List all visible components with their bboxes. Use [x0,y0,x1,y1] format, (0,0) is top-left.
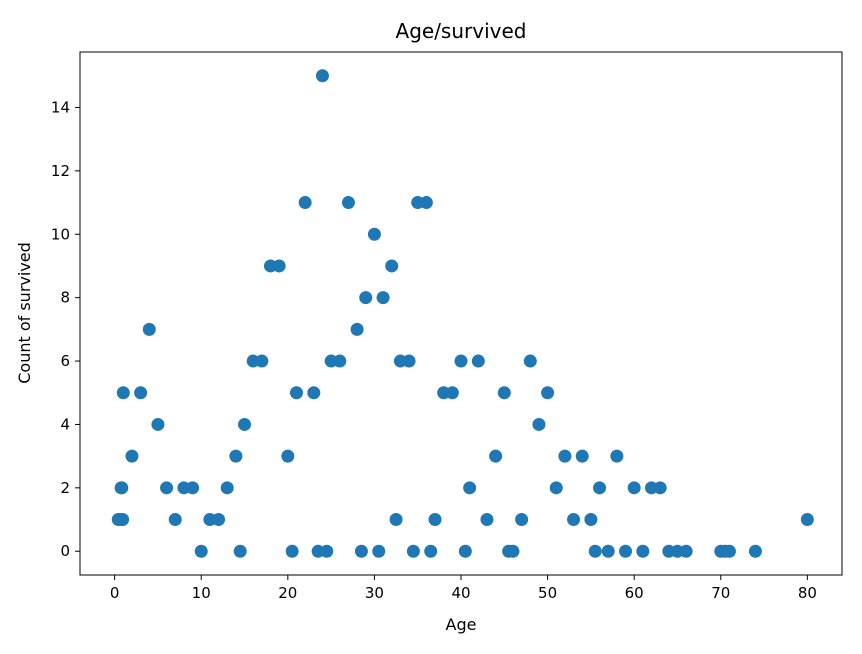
data-point [142,322,156,336]
data-point [315,69,329,83]
data-point [558,449,572,463]
data-point [320,544,334,558]
data-point [115,481,129,495]
y-tick-label: 6 [60,352,70,370]
chart-title: Age/survived [396,19,527,43]
x-tick-label: 40 [451,584,470,602]
data-point [285,544,299,558]
data-point [341,196,355,210]
data-point [186,481,200,495]
data-point [372,544,386,558]
y-tick-label: 8 [60,289,70,307]
data-point [307,386,321,400]
data-point [116,386,130,400]
plot-area [79,51,843,576]
y-axis-ticks: 0 2 4 6 8 10 12 14 [51,98,80,560]
x-axis-ticks: 0 10 20 30 40 50 60 70 80 [110,575,817,602]
x-axis-label: Age [446,615,477,634]
x-tick-label: 10 [192,584,211,602]
x-tick-label: 0 [110,584,120,602]
data-point [748,544,762,558]
data-point [463,481,477,495]
data-point [367,227,381,241]
data-point [272,259,286,273]
data-point [406,544,420,558]
data-point [389,513,403,527]
data-point [350,322,364,336]
data-point [419,196,433,210]
data-point [601,544,615,558]
data-point [800,513,814,527]
x-tick-label: 60 [625,584,644,602]
data-point [220,481,234,495]
data-point [233,544,247,558]
data-point [593,481,607,495]
data-point [532,417,546,431]
data-point [298,196,312,210]
data-point [627,481,641,495]
data-point [523,354,537,368]
data-point [506,544,520,558]
data-point [168,513,182,527]
y-tick-label: 12 [51,162,70,180]
data-point [549,481,563,495]
data-point [480,513,494,527]
data-point [212,513,226,527]
data-point [385,259,399,273]
data-point [575,449,589,463]
y-tick-label: 10 [51,225,70,243]
data-point [125,449,139,463]
data-point [134,386,148,400]
data-point [116,513,130,527]
x-tick-label: 80 [798,584,817,602]
data-point [619,544,633,558]
x-tick-label: 20 [278,584,297,602]
data-point [610,449,624,463]
data-point [445,386,459,400]
y-tick-label: 14 [51,98,70,116]
x-tick-label: 30 [365,584,384,602]
data-point [238,417,252,431]
data-point [679,544,693,558]
data-point [229,449,243,463]
data-point [333,354,347,368]
data-point [151,417,165,431]
data-point [359,291,373,305]
data-point [281,449,295,463]
data-point [424,544,438,558]
data-point [354,544,368,558]
data-point [489,449,503,463]
data-point [454,354,468,368]
data-point [194,544,208,558]
data-point [515,513,529,527]
data-points [111,69,814,558]
plot-frame [79,51,843,576]
y-axis-label: Count of survived [15,242,34,384]
data-point [376,291,390,305]
data-point [653,481,667,495]
data-point [289,386,303,400]
data-point [458,544,472,558]
x-tick-label: 70 [711,584,730,602]
data-point [255,354,269,368]
x-tick-label: 50 [538,584,557,602]
y-tick-label: 2 [60,479,70,497]
data-point [402,354,416,368]
data-point [584,513,598,527]
data-point [160,481,174,495]
data-point [567,513,581,527]
data-point [428,513,442,527]
data-point [722,544,736,558]
y-tick-label: 4 [60,415,70,433]
data-point [636,544,650,558]
data-point [471,354,485,368]
y-tick-label: 0 [60,542,70,560]
data-point [588,544,602,558]
data-point [497,386,511,400]
data-point [541,386,555,400]
